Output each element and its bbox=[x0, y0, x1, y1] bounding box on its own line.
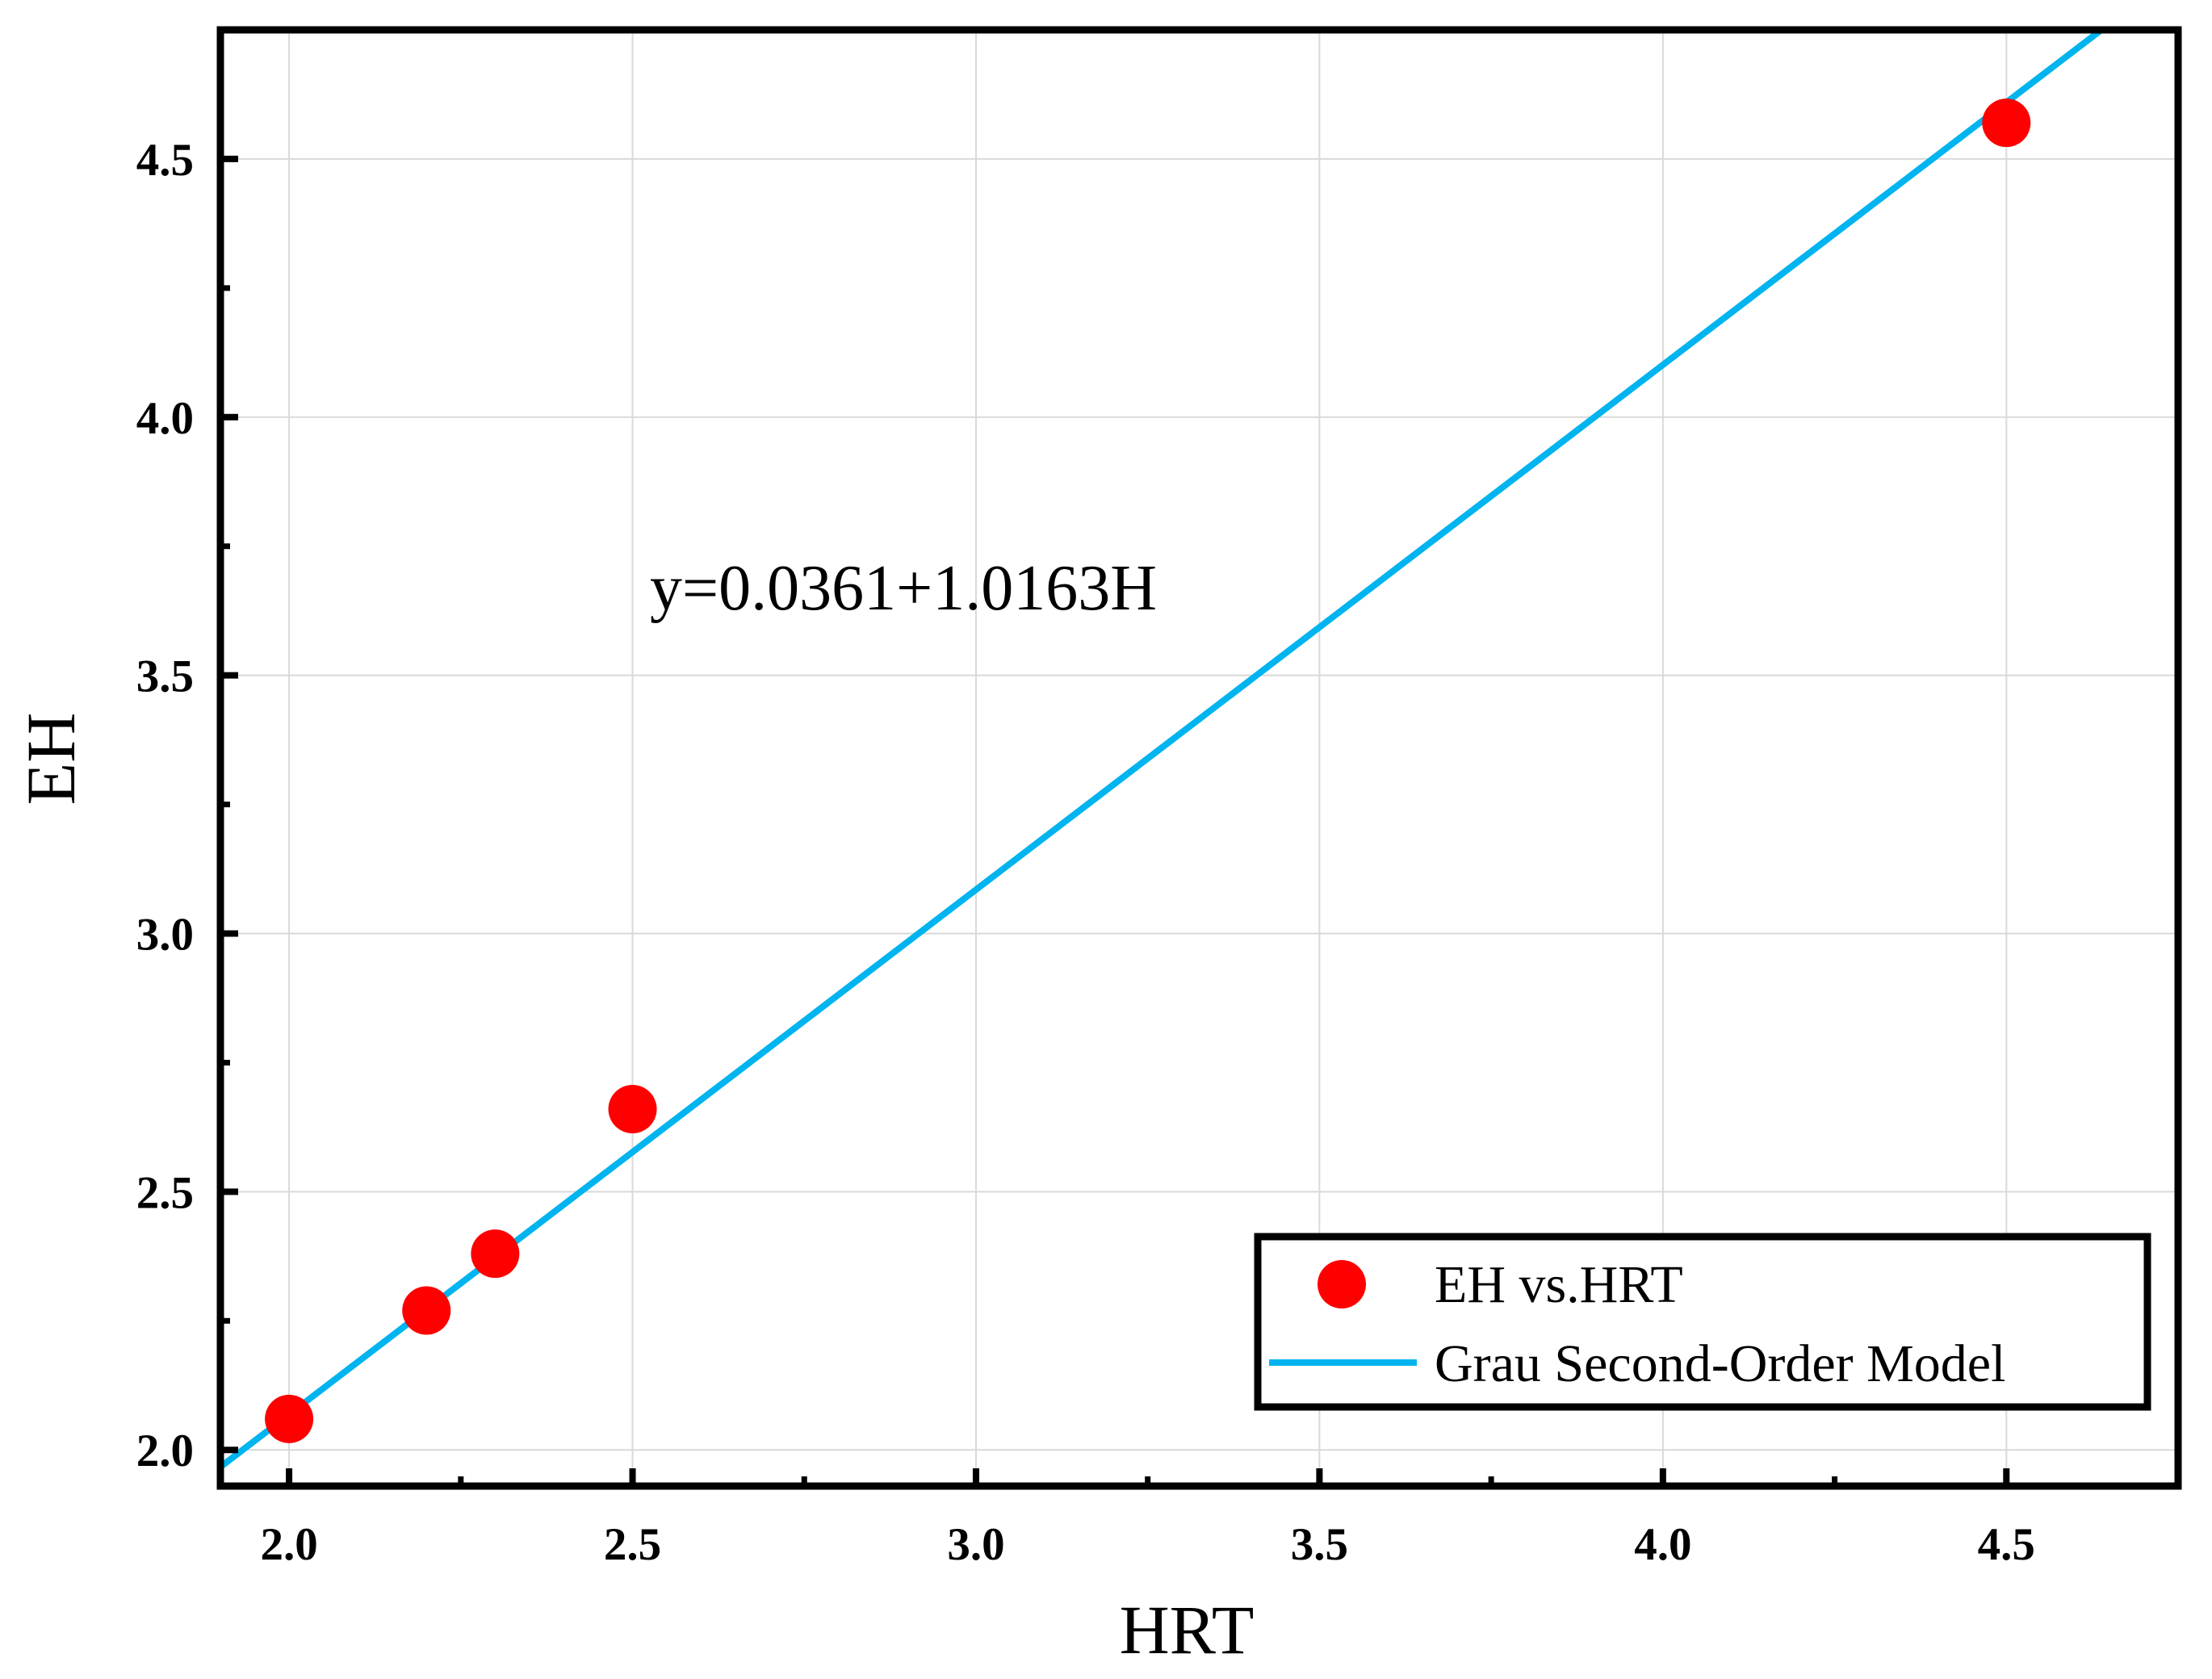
x-tick-label: 3.0 bbox=[947, 1519, 1004, 1570]
data-point bbox=[1982, 98, 2031, 148]
y-tick-label: 4.5 bbox=[136, 135, 194, 186]
x-tick-labels: 2.0 2.5 3.0 3.5 4.0 4.5 bbox=[260, 1519, 2034, 1570]
plot-frame bbox=[216, 26, 2182, 1490]
legend-label-scatter: EH vs.HRT bbox=[1435, 1255, 1683, 1314]
x-tick-label: 4.5 bbox=[1978, 1519, 2035, 1570]
y-tick-label: 3.5 bbox=[136, 651, 194, 702]
x-axis-title: HRT bbox=[1120, 1591, 1255, 1669]
y-tick-label: 3.0 bbox=[136, 910, 194, 961]
axis-ticks bbox=[220, 155, 2010, 1486]
fit-line bbox=[220, 30, 2107, 1470]
grid-lines bbox=[220, 30, 2178, 1486]
x-tick-label: 2.0 bbox=[260, 1519, 317, 1570]
y-tick-label: 4.0 bbox=[136, 393, 194, 444]
y-tick-labels: 2.0 2.5 3.0 3.5 4.0 4.5 bbox=[136, 135, 194, 1476]
legend-box bbox=[1254, 1233, 2151, 1411]
scatter-points-layer bbox=[265, 98, 2031, 1443]
legend-marker-scatter bbox=[1318, 1260, 1366, 1308]
y-tick-label: 2.0 bbox=[136, 1426, 194, 1476]
legend-label-line: Grau Second-Order Model bbox=[1435, 1334, 2005, 1393]
equation-annotation: y=0.0361+1.0163H bbox=[650, 553, 1157, 624]
data-point bbox=[608, 1085, 657, 1134]
data-point bbox=[402, 1286, 451, 1335]
x-tick-label: 4.0 bbox=[1634, 1519, 1691, 1570]
data-point bbox=[265, 1394, 314, 1443]
x-tick-label: 2.5 bbox=[604, 1519, 661, 1570]
fit-line-layer bbox=[220, 30, 2107, 1470]
x-tick-label: 3.5 bbox=[1291, 1519, 1348, 1570]
data-point bbox=[471, 1229, 520, 1279]
legend: EH vs.HRT Grau Second-Order Model bbox=[1254, 1233, 2151, 1411]
y-axis-title: EH bbox=[12, 713, 90, 806]
y-tick-label: 2.5 bbox=[136, 1167, 194, 1218]
